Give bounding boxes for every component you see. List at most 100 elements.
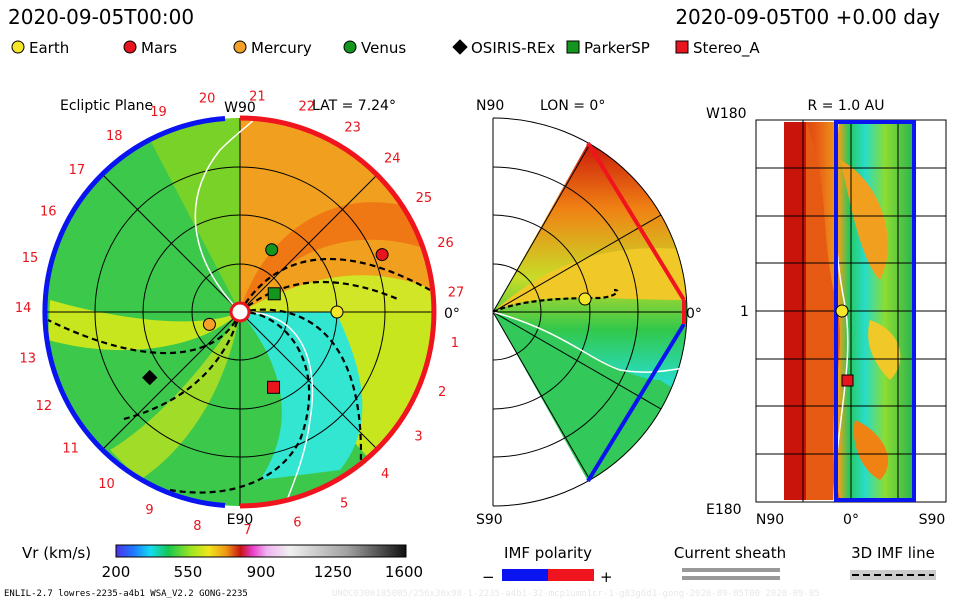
venus-body-marker <box>265 243 279 257</box>
mars-marker-icon <box>123 40 137 54</box>
ecliptic-polarity-rim-positive <box>239 115 437 509</box>
carrington-tick: 19 <box>150 105 167 120</box>
map-x-label: S90 <box>919 512 946 528</box>
meridional-earth-marker <box>578 292 592 306</box>
current-sheath-label: Current sheath <box>674 544 786 562</box>
ecliptic-w90-label: W90 <box>224 100 256 116</box>
carrington-tick: 9 <box>145 503 153 518</box>
colorbar-tick: 1250 <box>314 563 352 581</box>
colorbar-gradient <box>115 544 407 558</box>
imf-line-swatch-bg <box>850 570 936 580</box>
meridional-current-sheath <box>492 311 685 373</box>
ecliptic-current-sheath <box>194 118 314 506</box>
ecliptic-bodies <box>142 243 389 394</box>
legend-label: Mars <box>141 39 177 57</box>
meridional-grid <box>492 117 688 507</box>
legend-item: OSIRIS-REx <box>452 39 555 57</box>
ecliptic-0deg-label: 0° <box>444 306 460 322</box>
header-timestamp: 2020-09-05T00:00 <box>8 5 194 29</box>
legend-item: Mercury <box>233 39 312 57</box>
ecliptic-panel: Ecliptic Plane LAT = 7.24° <box>15 90 464 538</box>
model-footer: ENLIL-2.7 lowres-2235-a4b1 WSA_V2.2 GONG… <box>4 589 248 599</box>
earth-body-marker <box>330 305 344 319</box>
imf-line-label: 3D IMF line <box>851 544 935 562</box>
meridional-panel: N90 LON = 0° S90 0° <box>476 98 702 528</box>
carrington-tick: 1 <box>451 336 459 351</box>
imf-polarity-minus: − <box>482 568 495 586</box>
velocity-colorbar: Vr (km/s) 200 550 900 1250 1600 <box>22 544 423 581</box>
current-sheath-swatch <box>682 568 780 572</box>
meridional-n90-label: N90 <box>476 98 504 114</box>
run-id-footer: UNOC0300185005/256x30x90-1-2235-a4b1-32-… <box>332 589 820 599</box>
carrington-tick: 21 <box>249 90 266 105</box>
carrington-tick: 25 <box>416 191 433 206</box>
legend-item: Mars <box>123 39 177 57</box>
carrington-tick: 23 <box>344 121 361 136</box>
stereo-a-marker-icon <box>675 40 689 54</box>
legend-label: Earth <box>29 39 69 57</box>
carrington-tick: 24 <box>384 152 401 167</box>
carrington-tick: 15 <box>22 251 39 266</box>
colorbar-ticks: 200 550 900 1250 1600 <box>102 563 423 581</box>
carrington-tick: 14 <box>15 301 32 316</box>
carrington-tick: 3 <box>414 429 422 444</box>
earth-marker-icon <box>11 40 25 54</box>
current-sheath-swatch <box>682 576 780 580</box>
map-x-label: 0° <box>843 512 859 528</box>
meridional-0deg-label: 0° <box>686 306 702 322</box>
stereo-a-body-marker <box>267 380 281 394</box>
carrington-tick: 4 <box>381 467 389 482</box>
imf-polarity-plus: + <box>600 568 613 586</box>
mercury-body-marker <box>202 317 216 331</box>
map-stereo-a-marker <box>841 374 854 387</box>
carrington-tick: 7 <box>243 523 251 538</box>
carrington-tick: 27 <box>448 286 465 301</box>
colorbar-tick: 550 <box>174 563 203 581</box>
legend-label: Stereo_A <box>693 39 760 58</box>
parkersp-marker-icon <box>566 40 580 54</box>
carrington-tick: 26 <box>437 236 454 251</box>
map-x-labels: N90 0° S90 <box>756 512 946 528</box>
legend: Earth Mars Mercury Venus OSIRIS-REx ParkerSP S… <box>11 39 760 58</box>
legend-item: Stereo_A <box>675 39 760 58</box>
legend-label: Venus <box>361 39 406 57</box>
carrington-tick: 22 <box>299 100 316 115</box>
carrington-tick: 18 <box>106 129 123 144</box>
colorbar-tick: 1600 <box>385 563 423 581</box>
imf-polarity-negative-swatch <box>502 569 548 581</box>
map-e180-label: E180 <box>706 502 742 518</box>
header-relative-time: 2020-09-05T00 +0.00 day <box>675 5 940 29</box>
ecliptic-e90-label: E90 <box>227 512 254 528</box>
meridional-s90-label: S90 <box>476 512 503 528</box>
meridional-imf-line <box>492 288 619 314</box>
carrington-tick: 16 <box>40 204 57 219</box>
legend-label: Mercury <box>251 39 312 57</box>
carrington-tick: 6 <box>293 515 301 530</box>
venus-marker-icon <box>343 40 357 54</box>
meridional-rim-negative <box>586 322 686 483</box>
meridional-rim-positive <box>586 141 686 302</box>
legend-label: OSIRIS-REx <box>471 39 555 57</box>
imf-polarity-legend: IMF polarity − + <box>482 544 613 586</box>
carrington-tick: 2 <box>438 385 446 400</box>
map-w180-label: W180 <box>706 106 747 122</box>
legend-item: ParkerSP <box>566 39 650 57</box>
ecliptic-lat: LAT = 7.24° <box>312 98 396 114</box>
carrington-tick: 11 <box>62 442 79 457</box>
carrington-tick: 10 <box>98 477 115 492</box>
carrington-tick: 12 <box>36 399 53 414</box>
colorbar-tick: 200 <box>102 563 131 581</box>
colorbar-tick: 900 <box>247 563 276 581</box>
colorbar-label: Vr (km/s) <box>22 544 91 562</box>
osiris-rex-body-marker <box>142 369 158 386</box>
parkersp-body-marker <box>267 287 281 301</box>
sun-icon <box>229 301 251 323</box>
map-title: R = 1.0 AU <box>808 98 885 114</box>
carrington-tick: 13 <box>20 351 37 366</box>
ecliptic-imf-lines <box>47 257 431 494</box>
osiris-rex-marker-icon <box>452 39 468 55</box>
ecliptic-polarity-rim-negative <box>42 116 226 508</box>
imf-polarity-positive-swatch <box>548 569 594 581</box>
